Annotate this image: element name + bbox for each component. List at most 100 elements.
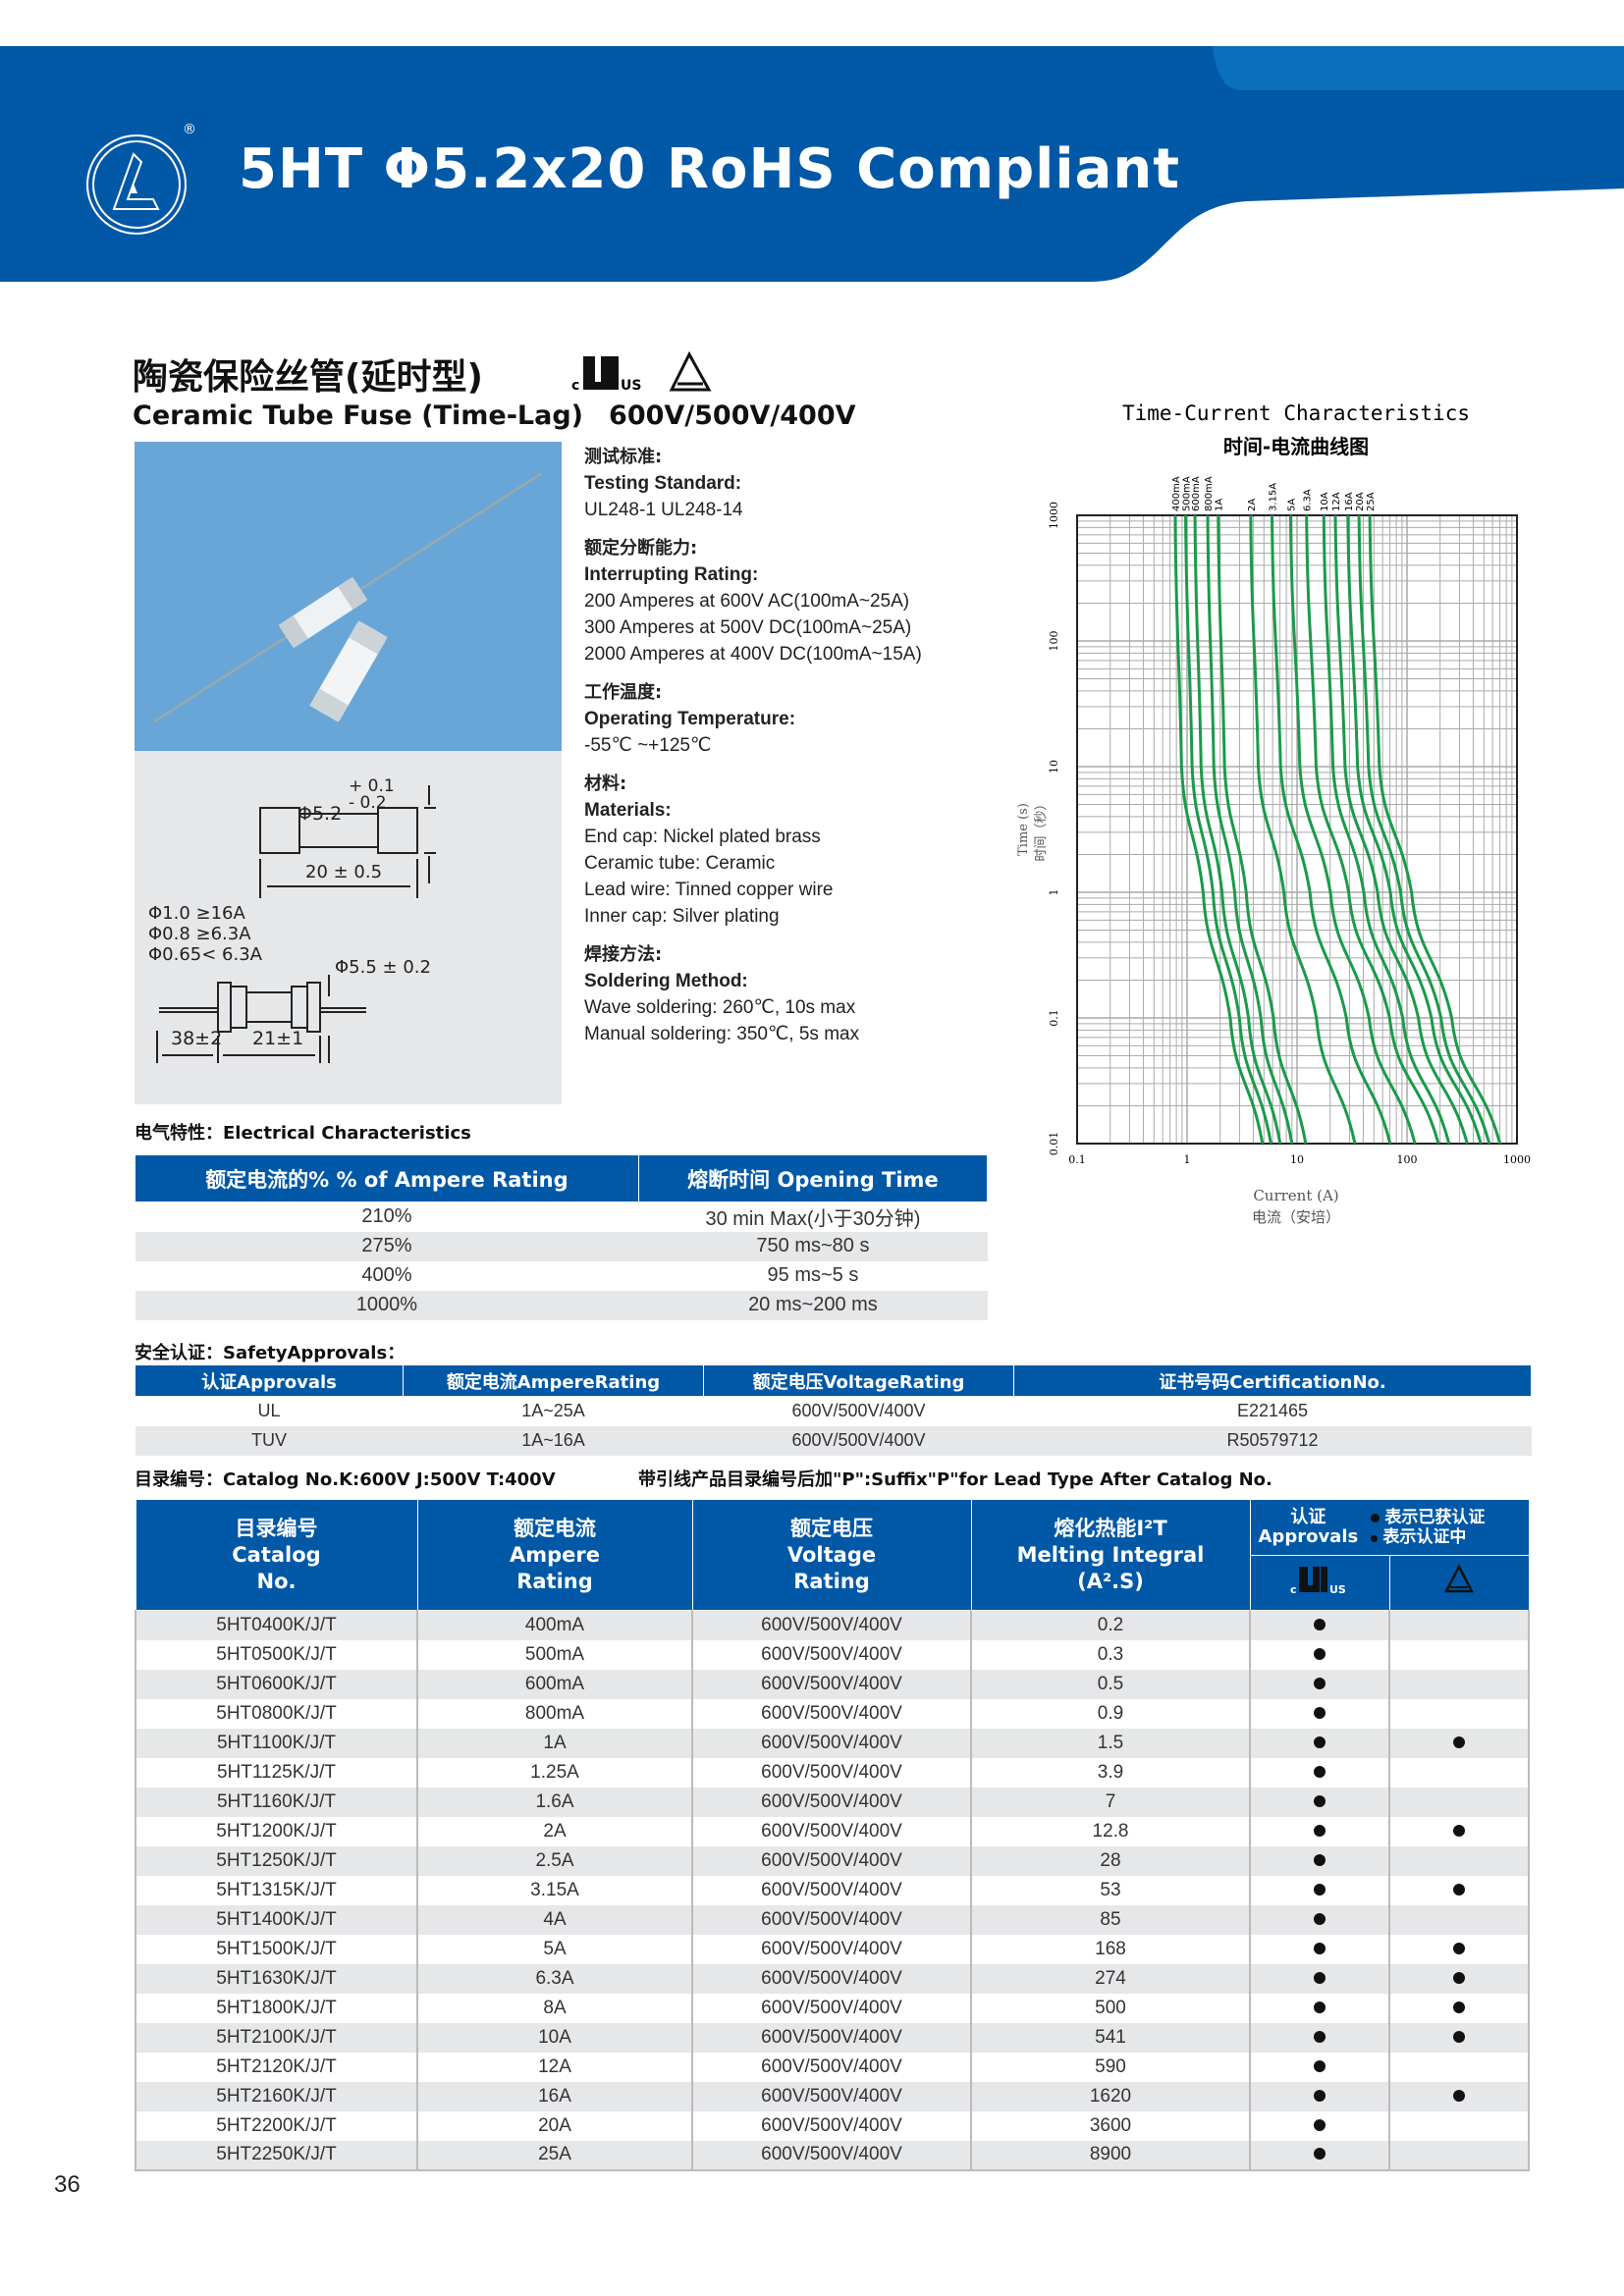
cell-amp: 3.15A bbox=[416, 1875, 693, 1905]
col-ampere-rating: 额定电流 Ampere Rating bbox=[416, 1499, 693, 1611]
cell-i2t: 0.5 bbox=[970, 1669, 1251, 1699]
chart-title: Time-Current Characteristics bbox=[1122, 401, 1470, 425]
cell-ul bbox=[1249, 2052, 1390, 2082]
cell-ul bbox=[1249, 1610, 1390, 1640]
x-tick-label: 0.1 bbox=[1068, 1153, 1086, 1166]
catalog-note: 目录编号：Catalog No.K:600V J:500V T:400V bbox=[135, 1469, 556, 1490]
cell-i2t: 53 bbox=[970, 1875, 1251, 1905]
dimension-drawing: Φ5.2 + 0.1- 0.2 20 ± 0.5 Φ1.0 ≥16A Φ0.8 ≥… bbox=[135, 751, 562, 1104]
cell-amp: 20A bbox=[416, 2110, 693, 2141]
cell-volt: 600V/500V/400V bbox=[691, 1963, 972, 1994]
cell-volt: 600V/500V/400V bbox=[691, 2081, 972, 2111]
catalog-row: 5HT1400K/J/T 4A 600V/500V/400V 85 bbox=[135, 1904, 1530, 1935]
series-line-600mA bbox=[1193, 514, 1282, 1145]
y-tick-label: 1 bbox=[1048, 889, 1060, 896]
cell-ul bbox=[1249, 1875, 1390, 1905]
cell-i2t: 85 bbox=[970, 1904, 1251, 1935]
spec-label-en: Soldering Method: bbox=[584, 971, 748, 991]
cell-ul bbox=[1249, 1728, 1390, 1758]
cell-amp: 25A bbox=[416, 2140, 693, 2171]
spec-label-cn: 额定分断能力: bbox=[584, 538, 698, 559]
col-melting-integral: 熔化热能I²T Melting Integral (A².S) bbox=[970, 1499, 1251, 1611]
x-axis-label-cn: 电流（安培） bbox=[1252, 1208, 1340, 1226]
cell-tuv bbox=[1388, 1963, 1530, 1994]
table-row: TUV 1A~16A 600V/500V/400V R50579712 bbox=[135, 1425, 1532, 1456]
cell-cat: 5HT1125K/J/T bbox=[135, 1757, 418, 1788]
table-row: 210% 30 min Max(小于30分钟) bbox=[135, 1202, 988, 1232]
spec-value: Wave soldering: 260℃, 10s max bbox=[584, 997, 856, 1018]
cell-cat: 5HT1200K/J/T bbox=[135, 1816, 418, 1846]
x-axis-label: Current (A) bbox=[1253, 1187, 1338, 1204]
tuv-triangle-icon bbox=[669, 350, 712, 392]
cell-cat: 5HT2120K/J/T bbox=[135, 2052, 418, 2082]
y-tick-label: 0.1 bbox=[1048, 1009, 1060, 1027]
cell-cat: 5HT1100K/J/T bbox=[135, 1728, 418, 1758]
dim-lead-diameter: Φ5.5 ± 0.2 bbox=[335, 957, 431, 978]
cell-i2t: 1620 bbox=[970, 2081, 1251, 2111]
col-voltage-rating: 额定电压 Voltage Rating bbox=[691, 1499, 972, 1611]
catalog-row: 5HT1200K/J/T 2A 600V/500V/400V 12.8 bbox=[135, 1816, 1530, 1846]
cell-cat: 5HT1630K/J/T bbox=[135, 1963, 418, 1994]
cell-tuv bbox=[1388, 2110, 1530, 2141]
approved-dot-icon bbox=[1314, 2059, 1326, 2072]
cell-volt: 600V/500V/400V bbox=[691, 1669, 972, 1699]
cell-tuv bbox=[1388, 1875, 1530, 1905]
catalog-row: 5HT1125K/J/T 1.25A 600V/500V/400V 3.9 bbox=[135, 1757, 1530, 1788]
series-line-400mA bbox=[1173, 514, 1265, 1145]
cell-amp: 800mA bbox=[416, 1698, 693, 1729]
series-line-3.15A bbox=[1271, 514, 1392, 1145]
catalog-row: 5HT1800K/J/T 8A 600V/500V/400V 500 bbox=[135, 1993, 1530, 2023]
table-cell: 210% bbox=[361, 1205, 412, 1228]
cell-ul bbox=[1249, 1845, 1390, 1876]
catalog-table: 目录编号 Catalog No. 额定电流 Ampere Rating 额定电压 Volt… bbox=[135, 1499, 1530, 2171]
cell-ul bbox=[1249, 1669, 1390, 1699]
header-banner bbox=[0, 46, 1624, 282]
approvals-legend: 表示已获认证 表示认证中 bbox=[1370, 1508, 1485, 1547]
cell-ul bbox=[1249, 1639, 1390, 1670]
cell-i2t: 0.9 bbox=[970, 1698, 1251, 1729]
catalog-row: 5HT1500K/J/T 5A 600V/500V/400V 168 bbox=[135, 1934, 1530, 1964]
col-approvals: 认证Approvals bbox=[135, 1364, 404, 1397]
spec-value: UL248-1 UL248-14 bbox=[584, 500, 743, 520]
col-approvals: 认证 Approvals 表示已获认证 表示认证中 bbox=[1249, 1499, 1530, 1556]
svg-text:c: c bbox=[571, 378, 579, 394]
spec-label-cn: 焊接方法: bbox=[584, 944, 663, 965]
cell-volt: 600V/500V/400V bbox=[691, 2022, 972, 2053]
cell-i2t: 8900 bbox=[970, 2140, 1251, 2171]
svg-text:US: US bbox=[621, 378, 641, 394]
cell-tuv bbox=[1388, 2140, 1530, 2171]
series-label: 600mA bbox=[1191, 476, 1202, 511]
table-cell: TUV bbox=[135, 1425, 404, 1456]
cell-amp: 2A bbox=[416, 1816, 693, 1846]
catalog-row: 5HT0500K/J/T 500mA 600V/500V/400V 0.3 bbox=[135, 1639, 1530, 1670]
approved-dot-icon bbox=[1314, 1883, 1326, 1896]
electrical-table: 额定电流的% % of Ampere Rating 熔断时间 Opening Ti… bbox=[135, 1154, 989, 1320]
approved-dot-icon bbox=[1314, 1765, 1326, 1778]
spec-value: 200 Amperes at 600V AC(100mA~25A) bbox=[584, 591, 910, 612]
spec-value: Manual soldering: 350℃, 5s max bbox=[584, 1024, 860, 1044]
tuv-triangle-icon bbox=[1443, 1564, 1475, 1593]
series-line-1A bbox=[1217, 514, 1308, 1145]
table-cell: 30 min Max(小于30分钟) bbox=[705, 1208, 921, 1231]
cell-tuv bbox=[1388, 1845, 1530, 1876]
dim-fuse-length: 21±1 bbox=[252, 1028, 304, 1049]
svg-text:US: US bbox=[1329, 1583, 1346, 1595]
certification-icons: c US bbox=[571, 350, 712, 394]
plot-frame bbox=[1076, 514, 1518, 1145]
cell-tuv bbox=[1388, 1934, 1530, 1964]
spec-value: 2000 Amperes at 400V DC(100mA~15A) bbox=[584, 644, 922, 665]
cell-amp: 10A bbox=[416, 2022, 693, 2053]
cell-cat: 5HT0600K/J/T bbox=[135, 1669, 418, 1699]
spec-label-en: Testing Standard: bbox=[584, 473, 742, 494]
cell-i2t: 3600 bbox=[970, 2110, 1251, 2141]
series-label: 25A bbox=[1366, 492, 1377, 511]
approved-dot-icon bbox=[1314, 1618, 1326, 1630]
series-label: 20A bbox=[1355, 492, 1366, 511]
catalog-row: 5HT2160K/J/T 16A 600V/500V/400V 1620 bbox=[135, 2081, 1530, 2111]
cell-amp: 4A bbox=[416, 1904, 693, 1935]
approved-dot-icon bbox=[1314, 1735, 1326, 1748]
cell-ul bbox=[1249, 1993, 1390, 2023]
safety-table: 认证Approvals 额定电流AmpereRating 额定电压Voltage… bbox=[135, 1364, 1532, 1456]
approved-dot-icon bbox=[1314, 1971, 1326, 1984]
cell-tuv bbox=[1388, 1816, 1530, 1846]
